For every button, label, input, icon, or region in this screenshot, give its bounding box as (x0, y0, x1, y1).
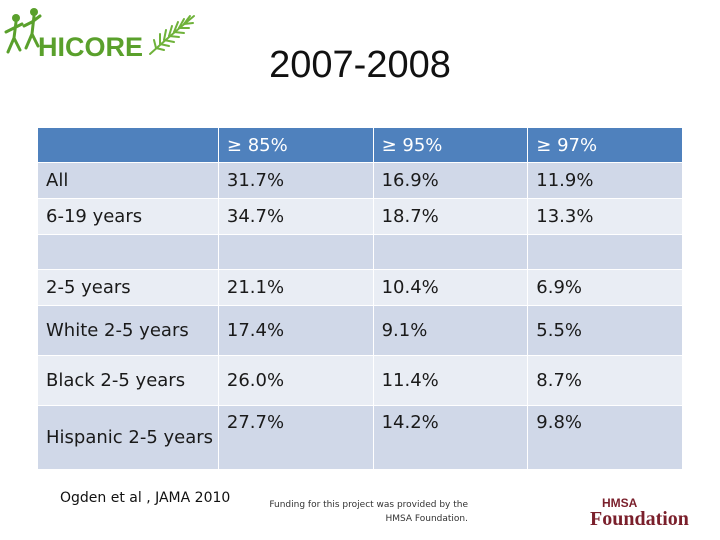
table-cell: 18.7% (372, 198, 529, 235)
row-label: Hispanic 2-5 years (37, 405, 219, 470)
row-label: 6-19 years (37, 198, 219, 235)
header-cell (37, 127, 219, 163)
table-cell: 11.4% (372, 355, 529, 406)
table-row-spacer (37, 234, 683, 270)
table-cell: 10.4% (372, 269, 529, 306)
table-cell: 11.9% (527, 162, 683, 199)
palm-leaf-icon (149, 15, 195, 55)
page-title: 2007-2008 (269, 44, 451, 86)
table-cell: 26.0% (217, 355, 374, 406)
data-table: ≥ 85% ≥ 95% ≥ 97% All 31.7% 16.9% 11.9% … (37, 127, 683, 470)
table-cell: 13.3% (527, 198, 683, 235)
table-cell: 21.1% (217, 269, 374, 306)
logo-text: HICORE (38, 32, 144, 62)
table-cell: 8.7% (527, 355, 683, 406)
citation-text: Ogden et al , JAMA 2010 (60, 490, 231, 506)
table-row: 2-5 years 21.1% 10.4% 6.9% (37, 269, 683, 306)
header-cell: ≥ 95% (372, 127, 529, 163)
funding-note: Funding for this project was provided by… (269, 500, 468, 524)
row-label: Black 2-5 years (37, 355, 219, 406)
table-cell: 9.8% (527, 405, 683, 470)
table-cell: 9.1% (372, 305, 529, 356)
table-cell: 31.7% (217, 162, 374, 199)
table-cell: 17.4% (217, 305, 374, 356)
table-cell (217, 234, 374, 270)
header-cell: ≥ 85% (217, 127, 374, 163)
table-header-row: ≥ 85% ≥ 95% ≥ 97% (37, 127, 683, 163)
hmsa-foundation-logo: HMSA Foundation (588, 496, 712, 530)
hmsa-logo-small-text: HMSA (602, 496, 638, 510)
table-row: Black 2-5 years 26.0% 11.4% 8.7% (37, 355, 683, 406)
header-cell: ≥ 97% (527, 127, 683, 163)
table-row: All 31.7% 16.9% 11.9% (37, 162, 683, 199)
table-row: 6-19 years 34.7% 18.7% 13.3% (37, 198, 683, 235)
table-cell: 5.5% (527, 305, 683, 356)
table-cell: 27.7% (217, 405, 374, 470)
table-cell (527, 234, 683, 270)
table-cell: 6.9% (527, 269, 683, 306)
row-label: All (37, 162, 219, 199)
hmsa-logo-big-text: Foundation (590, 508, 689, 530)
table-cell: 16.9% (372, 162, 529, 199)
row-label: White 2-5 years (37, 305, 219, 356)
table-row: White 2-5 years 17.4% 9.1% 5.5% (37, 305, 683, 356)
row-label: 2-5 years (37, 269, 219, 306)
runner-figures-icon (4, 8, 195, 55)
table-cell: 14.2% (372, 405, 529, 470)
table-cell (372, 234, 529, 270)
table-cell: 34.7% (217, 198, 374, 235)
row-label (37, 234, 219, 270)
hicore-logo: HICORE (4, 4, 204, 64)
table-row: Hispanic 2-5 years 27.7% 14.2% 9.8% (37, 405, 683, 470)
